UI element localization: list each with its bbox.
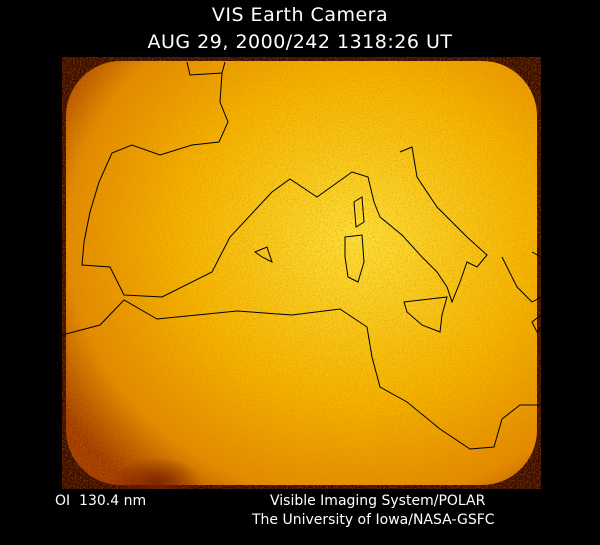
wavelength-label: OI 130.4 nm <box>55 493 147 509</box>
coastline-italy <box>373 146 488 304</box>
coastline-sicily <box>403 296 448 333</box>
credit-label: The University of Iowa/NASA-GSFC <box>252 512 495 528</box>
coastline-europe <box>81 61 375 298</box>
camera-image-svg <box>62 61 541 489</box>
coastline-africa <box>62 299 541 450</box>
image-timestamp: AUG 29, 2000/242 1318:26 UT <box>147 31 453 53</box>
dark-spot <box>112 457 202 489</box>
instrument-label: Visible Imaging System/POLAR <box>270 493 486 509</box>
coastline-balkans <box>501 251 541 333</box>
coastline-balearic <box>253 246 273 263</box>
coastlines <box>62 61 541 450</box>
coastline-corsica <box>353 196 365 228</box>
image-noise <box>66 61 537 485</box>
coastline-sardinia <box>344 234 365 283</box>
earth-camera-image <box>62 57 541 489</box>
image-title: VIS Earth Camera <box>211 4 389 26</box>
